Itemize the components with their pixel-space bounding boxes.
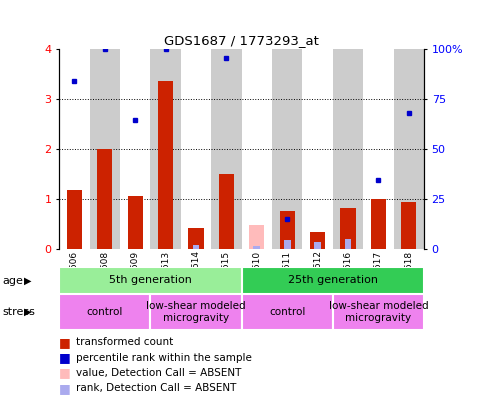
Bar xyxy=(120,49,150,249)
Bar xyxy=(280,211,295,249)
Bar xyxy=(193,245,199,249)
Text: low-shear modeled
microgravity: low-shear modeled microgravity xyxy=(328,301,428,323)
Text: ▶: ▶ xyxy=(24,307,31,317)
Bar xyxy=(97,149,112,249)
Title: GDS1687 / 1773293_at: GDS1687 / 1773293_at xyxy=(164,34,319,47)
Bar xyxy=(242,49,272,249)
Text: low-shear modeled
microgravity: low-shear modeled microgravity xyxy=(146,301,246,323)
Bar xyxy=(272,49,302,249)
Bar xyxy=(401,202,417,249)
Bar xyxy=(219,174,234,249)
Bar xyxy=(314,241,321,249)
Bar xyxy=(150,294,242,330)
Text: percentile rank within the sample: percentile rank within the sample xyxy=(76,353,252,362)
Bar xyxy=(188,228,204,249)
Text: ▶: ▶ xyxy=(24,276,31,286)
Bar xyxy=(128,196,143,249)
Bar xyxy=(59,294,150,330)
Bar xyxy=(150,49,181,249)
Text: value, Detection Call = ABSENT: value, Detection Call = ABSENT xyxy=(76,368,242,378)
Text: 25th generation: 25th generation xyxy=(288,275,378,286)
Bar xyxy=(302,49,333,249)
Text: ■: ■ xyxy=(59,336,71,349)
Bar xyxy=(333,294,424,330)
Bar xyxy=(158,81,173,249)
Bar xyxy=(242,294,333,330)
Text: control: control xyxy=(87,307,123,317)
Bar xyxy=(284,240,290,249)
Bar xyxy=(253,246,260,249)
Bar xyxy=(393,49,424,249)
Text: stress: stress xyxy=(2,307,35,317)
Bar xyxy=(67,190,82,249)
Bar xyxy=(242,267,424,294)
Text: control: control xyxy=(269,307,305,317)
Bar xyxy=(59,267,242,294)
Bar xyxy=(59,49,90,249)
Bar xyxy=(90,49,120,249)
Text: 5th generation: 5th generation xyxy=(109,275,192,286)
Text: ■: ■ xyxy=(59,382,71,395)
Bar xyxy=(371,199,386,249)
Bar xyxy=(345,239,352,249)
Text: age: age xyxy=(2,276,23,286)
Text: ■: ■ xyxy=(59,367,71,379)
Bar xyxy=(211,49,242,249)
Text: ■: ■ xyxy=(59,351,71,364)
Bar xyxy=(249,225,264,249)
Bar xyxy=(363,49,393,249)
Text: rank, Detection Call = ABSENT: rank, Detection Call = ABSENT xyxy=(76,384,237,393)
Bar xyxy=(181,49,211,249)
Bar xyxy=(340,208,355,249)
Text: transformed count: transformed count xyxy=(76,337,174,347)
Bar xyxy=(310,232,325,249)
Bar xyxy=(333,49,363,249)
